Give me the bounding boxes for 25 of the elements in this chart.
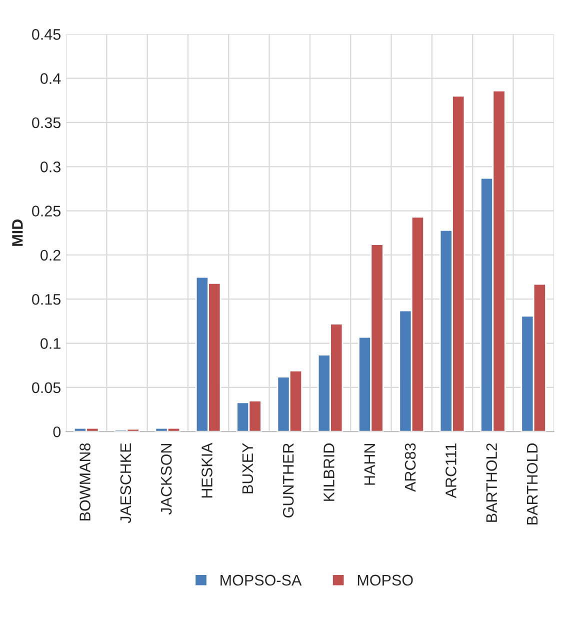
- x-tick-label: BUXEY: [242, 443, 254, 494]
- y-tick-label: 0: [53, 426, 61, 438]
- y-tick-label: 0.15: [32, 294, 61, 305]
- y-tick-label: 0.3: [40, 162, 60, 172]
- x-tick-label: HESKIA: [202, 442, 212, 498]
- y-tick-label: 0.05: [32, 382, 61, 394]
- x-tick-label: ARC111: [446, 443, 456, 498]
- y-tick-label: 0.1: [40, 338, 60, 349]
- x-tick-label: KILBRID: [324, 443, 334, 501]
- x-tick-label: JAESCHKE: [120, 443, 132, 524]
- x-tick-label: BOWMAN8: [80, 443, 90, 520]
- legend-label: MOPSO: [358, 574, 413, 586]
- x-tick-label: JACKSON: [160, 444, 172, 515]
- x-tick-label: HAHN: [364, 444, 375, 485]
- x-tick-label: BARTHOL2: [486, 443, 498, 522]
- y-tick-label: 0.2: [40, 250, 60, 261]
- y-tick-label: 0.4: [40, 73, 61, 84]
- x-tick-label: ARC83: [404, 443, 416, 492]
- x-tick-label: GUNTHER: [282, 443, 294, 518]
- y-tick-label: 0.35: [32, 117, 61, 128]
- y-tick-label: 0.45: [32, 29, 61, 40]
- x-tick-label: BARTHOLD: [526, 443, 538, 524]
- y-tick-label: 0.25: [32, 206, 61, 216]
- y-axis-title: MID: [12, 220, 23, 246]
- legend-label: MOPSO-SA: [220, 574, 302, 586]
